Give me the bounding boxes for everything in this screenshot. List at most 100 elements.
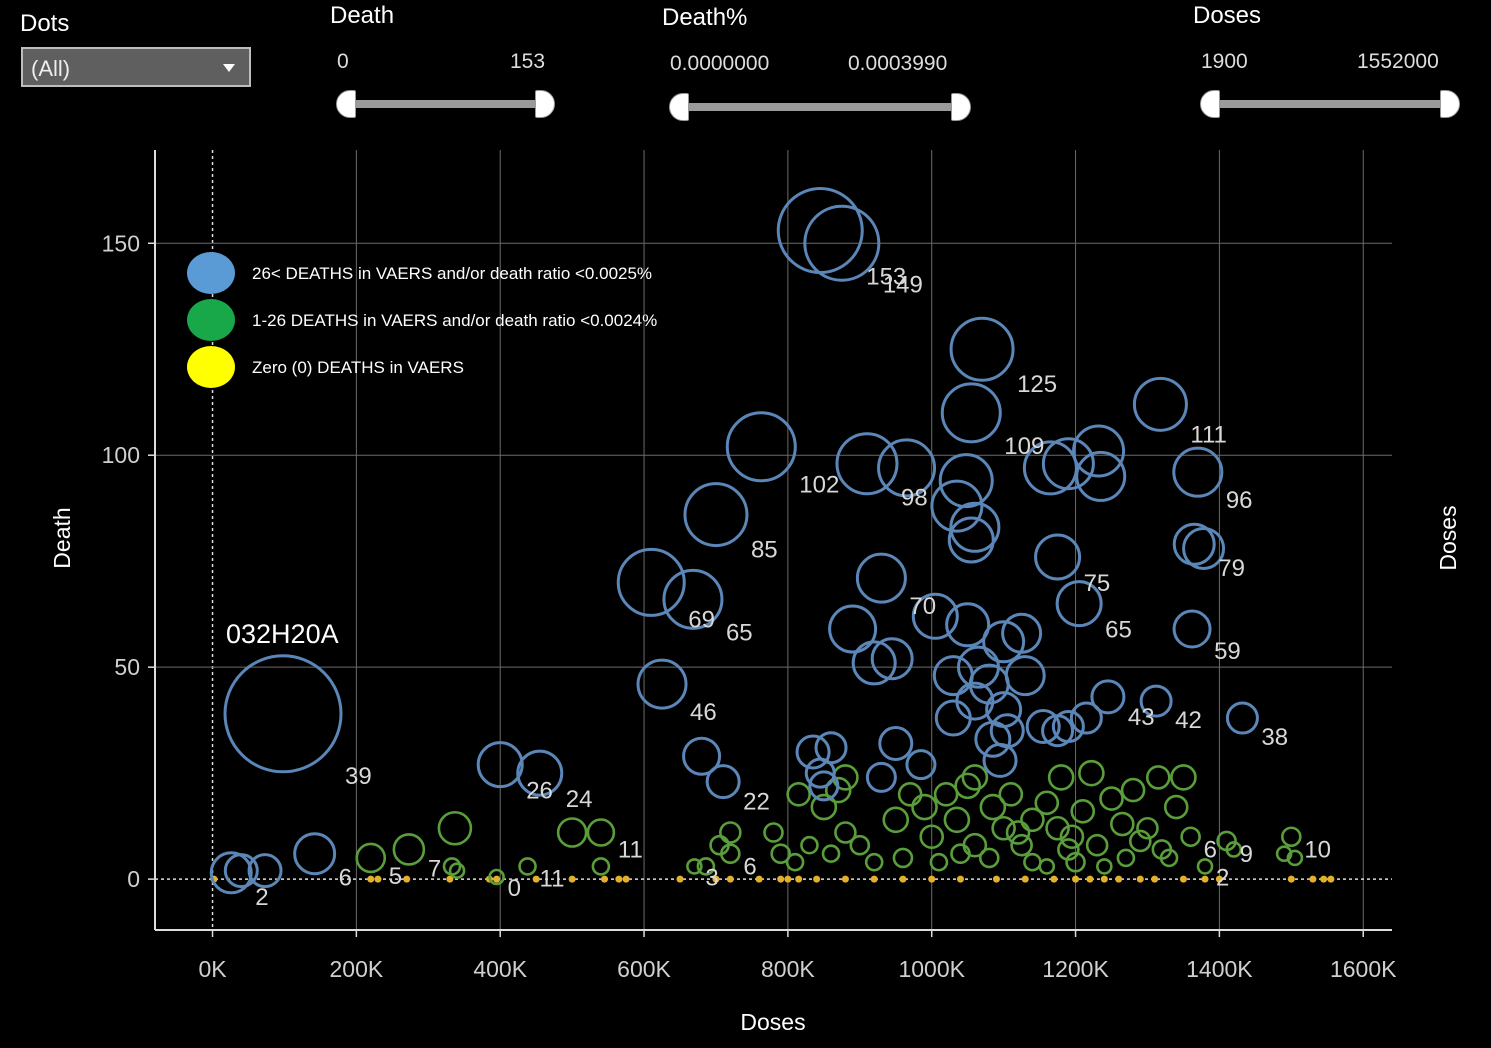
blue-point	[932, 655, 974, 697]
blue-point	[870, 637, 914, 681]
death-pct-slider-track[interactable]	[684, 103, 960, 111]
doses-slider-track[interactable]	[1214, 100, 1449, 108]
chevron-down-icon[interactable]	[223, 64, 235, 72]
green-point	[1128, 829, 1152, 853]
zero-death-point	[841, 875, 849, 883]
blue-point	[940, 382, 1002, 444]
data-label: 3	[705, 864, 718, 891]
green-point	[1057, 838, 1080, 861]
chart-legend: 26< DEATHS in VAERS and/or death ratio <…	[187, 252, 657, 388]
doses-filter-max: 1552000	[1357, 50, 1439, 73]
green-point	[1034, 790, 1060, 816]
dots-filter-title: Dots	[20, 10, 70, 37]
data-label: 98	[901, 485, 928, 512]
dots-dropdown[interactable]: (All)	[21, 47, 251, 87]
zero-death-point	[795, 875, 803, 883]
green-point	[719, 821, 742, 844]
blue-point	[1172, 522, 1216, 566]
data-label: 69	[688, 606, 715, 633]
legend-label: Zero (0) DEATHS in VAERS	[252, 358, 464, 377]
data-label: 109	[1004, 433, 1044, 460]
blue-point	[1139, 684, 1173, 718]
dots-dropdown-value: (All)	[31, 56, 71, 81]
green-point	[591, 857, 611, 876]
death-slider-min-handle[interactable]	[336, 90, 356, 118]
data-label: 65	[1105, 617, 1132, 644]
x-tick-label: 800K	[761, 956, 815, 982]
data-label: 125	[1017, 371, 1057, 398]
zero-death-point	[1086, 875, 1094, 883]
zero-death-point	[1179, 875, 1187, 883]
zero-death-point	[676, 875, 684, 883]
doses-filter-title: Doses	[1193, 2, 1262, 29]
green-point	[824, 776, 852, 804]
death-slider-track[interactable]	[350, 100, 545, 108]
data-points	[209, 187, 1335, 895]
green-point	[810, 793, 838, 821]
zero-death-point	[813, 875, 821, 883]
death-filter-max: 153	[510, 50, 546, 73]
data-label: 7	[428, 855, 441, 882]
legend-swatch	[187, 346, 235, 388]
zero-death-point	[726, 875, 734, 883]
blue-point	[1051, 710, 1085, 744]
y-tick-label: 100	[102, 442, 140, 468]
doses-slider-min-handle[interactable]	[1200, 90, 1220, 118]
death-filter-title: Death	[330, 2, 395, 29]
blue-point	[682, 736, 722, 776]
zero-death-point	[956, 875, 964, 883]
green-point	[1059, 824, 1085, 850]
blue-point	[949, 501, 1001, 553]
blue-point	[705, 764, 741, 800]
blue-point	[930, 479, 984, 533]
y-tick-labels: 0 50 100 150	[102, 230, 140, 892]
blue-point	[1075, 450, 1127, 502]
green-point	[897, 782, 923, 807]
zero-death-point	[870, 875, 878, 883]
zero-death-point	[1050, 875, 1058, 883]
zero-death-point	[622, 875, 630, 883]
zero-death-point	[1201, 875, 1209, 883]
death-pct-filter-title: Death%	[662, 4, 748, 31]
zero-death-point	[1136, 875, 1144, 883]
blue-point	[1172, 609, 1212, 649]
legend-swatch	[187, 252, 235, 294]
green-point	[800, 835, 819, 855]
green-point	[1070, 799, 1096, 824]
zero-death-point	[1072, 875, 1080, 883]
green-point	[1170, 764, 1197, 791]
zero-death-point	[1100, 875, 1108, 883]
blue-point	[828, 604, 878, 654]
zero-death-point	[532, 875, 540, 883]
y-tick-label: 150	[102, 230, 140, 256]
blue-point	[1034, 533, 1082, 581]
blue-point	[835, 432, 899, 496]
blue-point	[795, 734, 831, 770]
highlight-lot-label: 032H20A	[226, 619, 339, 649]
green-point	[1116, 848, 1136, 868]
zero-death-point	[899, 875, 907, 883]
green-point	[991, 815, 1016, 841]
x-tick-labels: 0K 200K 400K 600K 800K 1000K 1200K 1400K 1600K	[198, 956, 1397, 982]
blue-point	[982, 742, 1018, 778]
data-label: 9	[1240, 841, 1253, 868]
data-label: 10	[1304, 837, 1331, 864]
data-label: 6	[339, 865, 352, 892]
green-point	[586, 818, 616, 847]
green-point	[1196, 858, 1214, 875]
death-pct-slider-min-handle[interactable]	[669, 93, 689, 121]
x-tick-label: 600K	[617, 956, 671, 982]
blue-point	[934, 699, 972, 737]
data-label: 75	[1084, 570, 1111, 597]
zero-death-point	[1309, 875, 1317, 883]
legend-label: 26< DEATHS in VAERS and/or death ratio <…	[252, 264, 652, 283]
zero-death-point	[928, 875, 936, 883]
green-point	[1078, 759, 1105, 787]
blue-point	[851, 640, 897, 686]
zero-death-point	[1215, 875, 1223, 883]
data-label: 24	[566, 786, 593, 813]
green-point	[1180, 826, 1201, 848]
blue-point	[911, 592, 959, 640]
green-point	[821, 844, 841, 863]
blue-point	[1022, 440, 1078, 496]
